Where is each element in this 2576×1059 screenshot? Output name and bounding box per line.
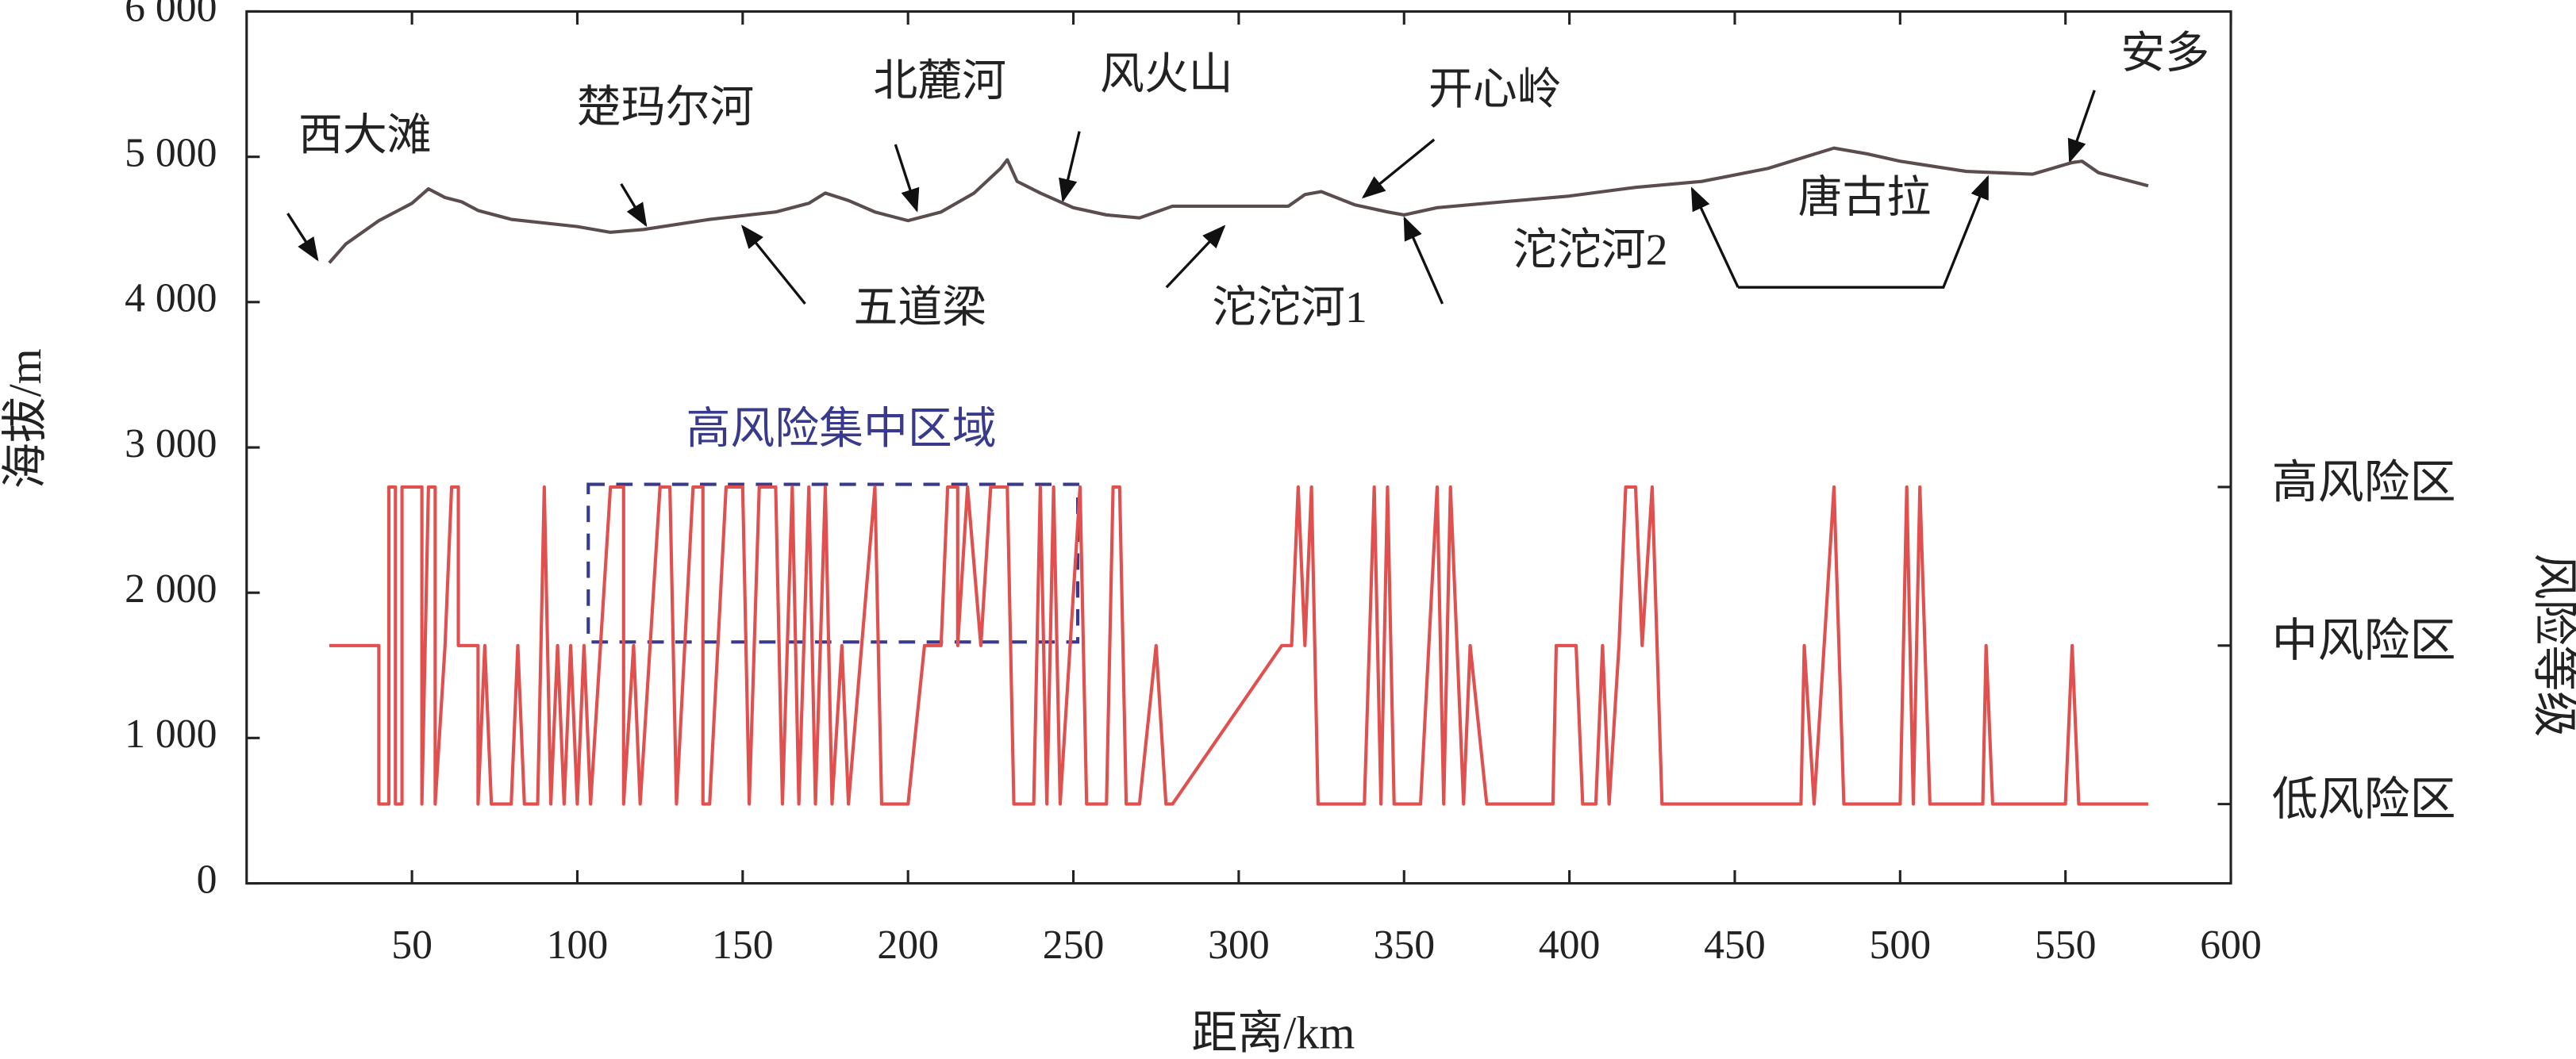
annotation: 风火山 [1100,50,1233,99]
annotation: 西大滩 [298,111,432,160]
x-tick-label: 400 [1539,923,1601,968]
annotation: 北麓河 [873,56,1006,106]
x-tick-label: 50 [391,923,433,968]
y-axis-label: 海拔/m [0,348,51,489]
y2-tick-label: 低风险区 [2272,773,2456,825]
x-tick-label: 150 [712,923,774,968]
y2-tick-label: 高风险区 [2272,456,2456,508]
annotation: 唐古拉 [1798,173,1932,222]
x-axis-label: 距离/km [1191,1007,1355,1058]
y-tick-label: 5 000 [125,131,217,176]
y-tick-label: 4 000 [125,276,217,321]
y-tick-label: 1 000 [125,712,217,757]
x-tick-label: 500 [1870,923,1932,968]
annotation: 楚玛尔河 [577,83,755,132]
x-tick-label: 600 [2200,923,2262,968]
arrows [286,90,2096,305]
plot-frame [245,10,2232,885]
x-tick-label: 550 [2035,923,2097,968]
x-tick-label: 100 [547,923,609,968]
series-line [328,146,2149,264]
annotation: 安多 [2120,29,2209,78]
highlight-box [586,482,1080,644]
annotation: 五道梁 [854,283,987,332]
y-tick-label: 0 [197,857,217,902]
x-tick-label: 250 [1043,923,1105,968]
annotation: 高风险集中区域 [686,405,996,454]
y-tick-label: 6 000 [125,0,217,30]
y2-tick-label: 中风险区 [2272,615,2456,666]
x-tick-label: 450 [1704,923,1766,968]
y-tick-label: 2 000 [125,566,217,612]
annotation: 开心岭 [1428,65,1562,114]
annotation: 沱沱河1 [1212,283,1367,332]
x-tick-label: 200 [877,923,939,968]
y2-axis-label: 风险等级 [2528,554,2576,738]
series-line [329,485,2148,806]
x-tick-label: 350 [1373,923,1435,968]
x-tick-label: 300 [1208,923,1270,968]
annotation: 沱沱河2 [1513,226,1668,275]
y-tick-label: 3 000 [125,421,217,466]
